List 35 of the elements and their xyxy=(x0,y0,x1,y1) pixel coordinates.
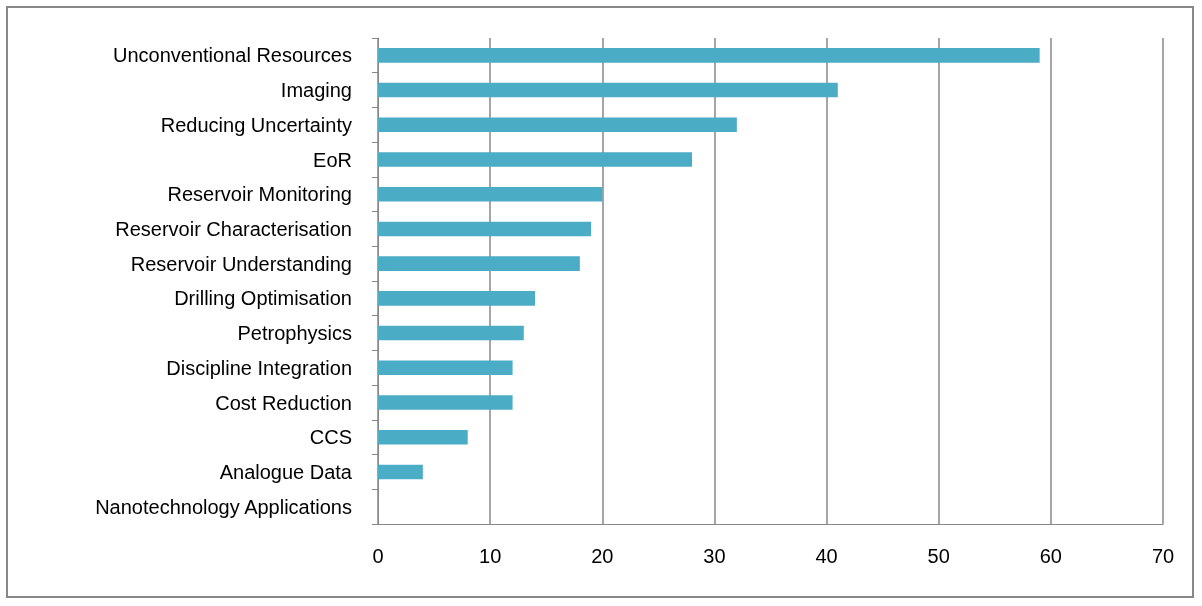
y-tick-label: Reservoir Understanding xyxy=(130,252,352,275)
x-tick-label: 40 xyxy=(815,545,838,567)
x-tick-label: 50 xyxy=(927,545,950,567)
y-tick-label: Petrophysics xyxy=(237,322,352,345)
y-tick-label: Unconventional Resources xyxy=(112,44,352,67)
bar xyxy=(378,395,513,410)
bar xyxy=(378,48,1040,63)
y-tick-label: Reservoir Monitoring xyxy=(167,183,352,206)
bar xyxy=(378,291,535,306)
y-tick-label: Drilling Optimisation xyxy=(174,287,352,310)
y-tick-label: Reducing Uncertainty xyxy=(160,113,352,136)
y-tick-label: Cost Reduction xyxy=(215,391,352,414)
bar xyxy=(378,221,592,237)
y-tick-label: Nanotechnology Applications xyxy=(95,495,352,518)
y-tick-label: Analogue Data xyxy=(219,460,353,483)
bar xyxy=(378,464,423,480)
y-tick-label: Discipline Integration xyxy=(166,356,352,379)
x-tick-label: 0 xyxy=(372,545,384,567)
y-tick-label: CCS xyxy=(309,426,352,449)
bar xyxy=(378,186,603,202)
bar xyxy=(378,82,838,98)
y-tick-label: Reservoir Characterisation xyxy=(115,217,352,240)
bar xyxy=(378,117,737,133)
bar xyxy=(378,360,513,376)
bar xyxy=(378,429,468,445)
bar xyxy=(378,325,524,341)
x-tick-label: 30 xyxy=(703,545,726,567)
y-tick-label: EoR xyxy=(313,148,352,171)
bar xyxy=(378,256,580,271)
x-tick-label: 60 xyxy=(1039,545,1062,567)
x-tick-label: 20 xyxy=(591,545,614,567)
bar xyxy=(378,152,692,167)
x-tick-label: 10 xyxy=(479,545,502,567)
y-tick-label: Imaging xyxy=(280,79,352,102)
x-tick-label: 70 xyxy=(1151,545,1175,567)
